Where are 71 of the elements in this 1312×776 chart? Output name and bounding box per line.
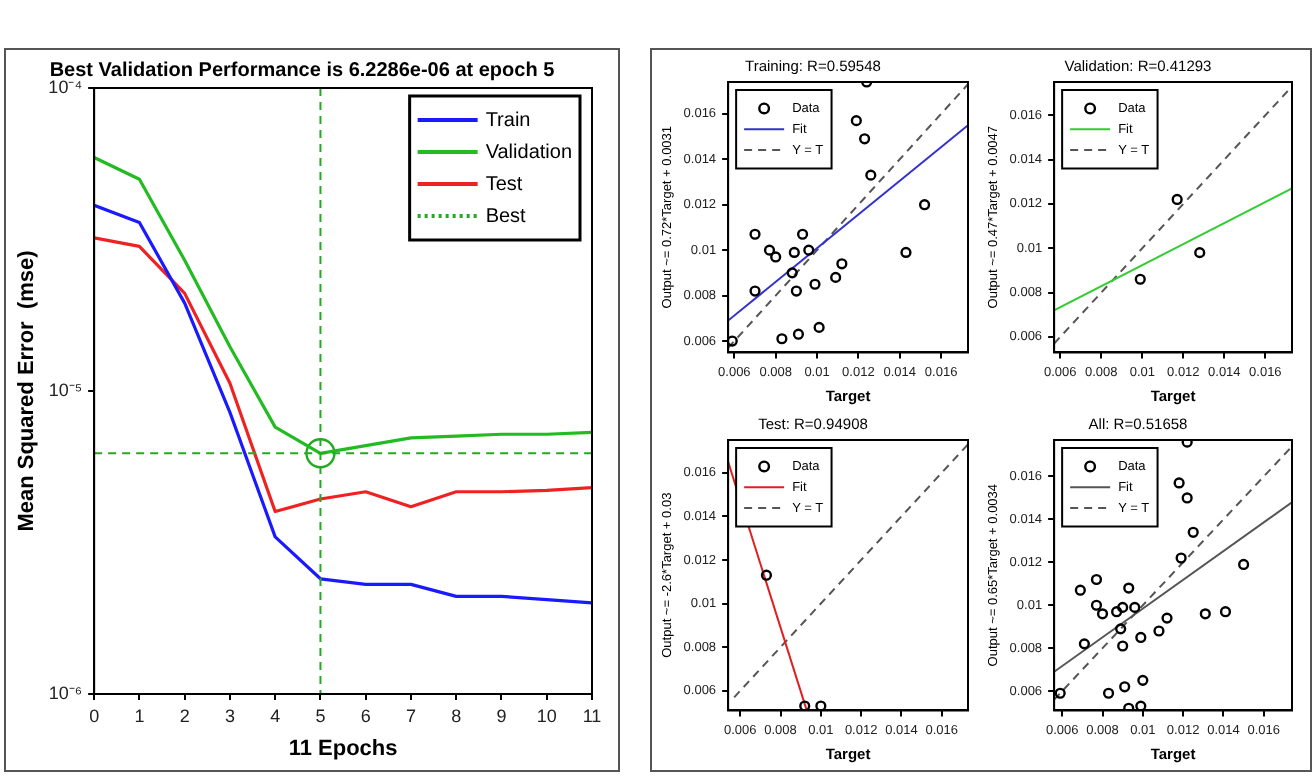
point xyxy=(1135,631,1147,644)
point xyxy=(803,244,815,256)
point xyxy=(1090,573,1103,586)
legend-label: Test xyxy=(485,173,523,196)
x-tick-label: 3 xyxy=(224,705,235,726)
point xyxy=(1119,681,1131,693)
y-tick-label: 10⁻⁴ xyxy=(48,76,83,97)
point xyxy=(1187,526,1199,538)
x-tick-label: 7 xyxy=(405,705,416,726)
point xyxy=(770,251,782,263)
legend-label: Validation xyxy=(485,141,573,164)
point xyxy=(1129,601,1141,613)
point xyxy=(836,258,848,270)
point xyxy=(776,333,788,345)
point xyxy=(1181,492,1193,504)
x-axis-title: 11 Epochs xyxy=(288,736,398,761)
x-tick-label: 9 xyxy=(496,705,507,726)
point xyxy=(850,115,862,127)
point xyxy=(728,335,738,347)
point xyxy=(1074,584,1086,596)
point xyxy=(1117,640,1129,652)
x-tick-label: 2 xyxy=(179,705,190,726)
y-axis-title: Mean Squared Error (mse) xyxy=(15,249,40,532)
point xyxy=(918,199,931,211)
point xyxy=(763,244,776,256)
point xyxy=(1175,552,1187,564)
point xyxy=(830,271,842,284)
point xyxy=(1078,638,1090,650)
x-tick-label: 5 xyxy=(315,705,326,726)
point xyxy=(1171,193,1183,206)
point xyxy=(796,228,809,240)
point xyxy=(809,278,821,290)
point xyxy=(1134,273,1146,285)
x-tick-label: 6 xyxy=(360,705,371,726)
x-tick-label: 11 xyxy=(582,705,602,726)
legend-label: Train xyxy=(485,109,531,132)
point xyxy=(865,169,877,181)
point xyxy=(1111,606,1123,618)
point xyxy=(1199,608,1211,620)
point xyxy=(786,267,798,279)
point xyxy=(1102,687,1115,699)
point xyxy=(1219,606,1232,618)
point xyxy=(749,285,761,297)
point xyxy=(1194,247,1206,259)
point xyxy=(790,285,802,297)
x-tick-label: 0 xyxy=(89,705,100,726)
chart-title: Best Validation Performance is 6.2286e-06 at epoch 5 xyxy=(49,59,556,82)
point xyxy=(1115,623,1127,635)
x-tick-label: 4 xyxy=(270,705,281,726)
point xyxy=(1238,558,1250,571)
y-tick-label: 10⁻⁶ xyxy=(48,682,83,703)
point xyxy=(749,228,761,240)
point xyxy=(1153,625,1165,637)
legend-label: Best xyxy=(485,205,527,228)
point xyxy=(900,246,912,259)
point xyxy=(1137,674,1149,686)
point xyxy=(1090,599,1103,611)
point xyxy=(788,246,800,259)
y-tick-label: 10⁻⁵ xyxy=(48,379,83,400)
x-tick-label: 1 xyxy=(134,705,145,726)
x-tick-label: 10 xyxy=(536,705,557,726)
point xyxy=(859,133,871,145)
point xyxy=(1173,477,1185,489)
point xyxy=(1123,582,1135,594)
point xyxy=(1161,612,1173,624)
point xyxy=(1096,608,1109,620)
point xyxy=(792,328,805,340)
point xyxy=(1117,601,1129,613)
x-tick-label: 8 xyxy=(451,705,462,726)
point xyxy=(1054,687,1066,699)
point xyxy=(813,321,825,333)
